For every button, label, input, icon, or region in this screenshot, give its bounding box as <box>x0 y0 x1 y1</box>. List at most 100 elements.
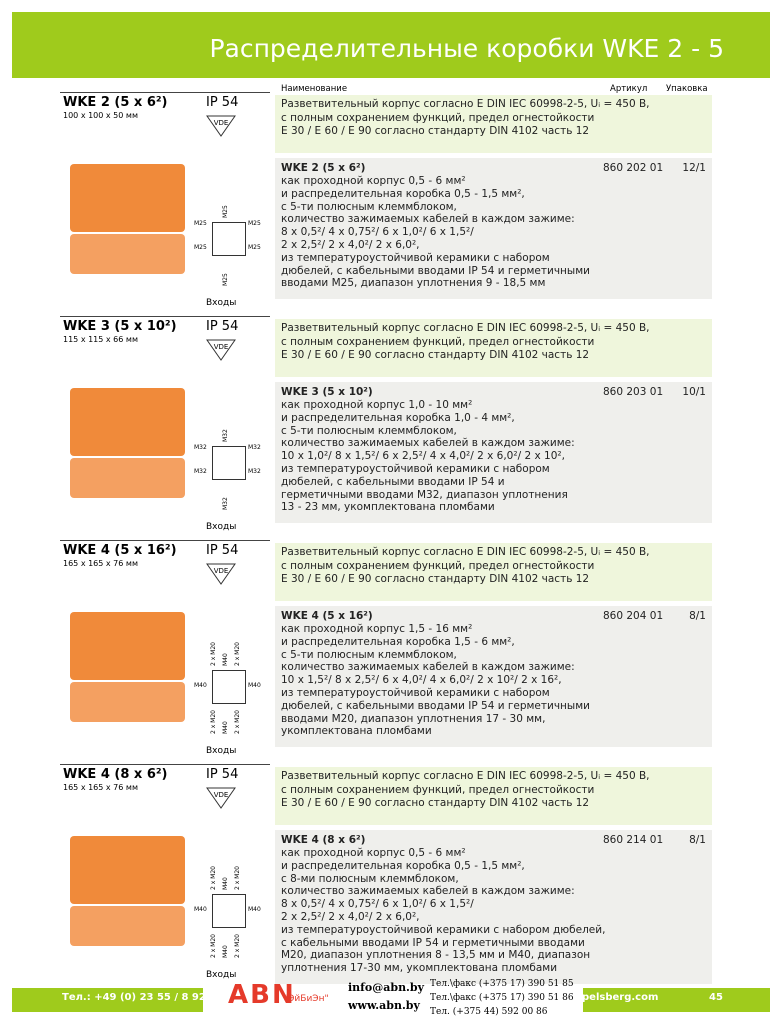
cert-logo <box>206 115 236 137</box>
diagram-label: M32 <box>222 497 229 510</box>
diagram-label: 2 x M20 <box>234 866 241 890</box>
detail-text: дюбелей, с кабельными вводами IP 54 и ге… <box>281 699 590 712</box>
detail-text: и распределительная коробка 0,5 - 1,5 мм… <box>281 859 525 872</box>
diagram-box <box>212 894 246 928</box>
detail-text: с 5-ти полюсным клеммблоком, <box>281 648 457 661</box>
general-box <box>275 319 712 377</box>
page-title: Распределительные коробки WKE 2 - 5 <box>209 34 724 63</box>
cert-logo <box>206 787 236 809</box>
detail-text: укомплектована пломбами <box>281 725 432 738</box>
diagram-label: M40 <box>194 906 207 913</box>
diagram-label: M32 <box>194 444 207 451</box>
cert-text: VDE <box>213 119 229 127</box>
ip-rating: IP 54 <box>206 95 239 110</box>
detail-text: количество зажимаемых кабелей в каждом з… <box>281 661 575 674</box>
diagram-label: M25 <box>194 244 207 251</box>
inputs-label: Входы <box>206 298 237 308</box>
diagram-label: 2 x M20 <box>210 710 217 734</box>
article: 860 204 01 <box>603 610 664 622</box>
contact: Тел.\факс (+375 17) 390 51 86 <box>430 993 574 1003</box>
detail-box <box>275 382 712 524</box>
general-text: с полным сохранением функций, предел огн… <box>281 559 595 572</box>
detail-text: 10 x 1,0²/ 8 x 1,5²/ 6 x 2,5²/ 4 x 4,0²/… <box>281 450 565 463</box>
logo: ABN <box>228 980 296 1010</box>
product-dims: 115 x 115 x 66 мм <box>63 335 138 344</box>
diagram-label: 2 x M20 <box>210 934 217 958</box>
detail-title: WKE 3 (5 x 10²) <box>281 386 373 398</box>
product-photo <box>70 682 185 722</box>
detail-text: и распределительная коробка 1,5 - 6 мм², <box>281 635 515 648</box>
column-header: Упаковка <box>666 84 708 94</box>
diagram-label: M25 <box>248 220 261 227</box>
detail-text: 8 x 0,5²/ 4 x 0,75²/ 6 x 1,0²/ 6 x 1,5²/ <box>281 226 474 239</box>
detail-text: с 5-ти полюсным клеммблоком, <box>281 424 457 437</box>
section-line <box>60 92 270 93</box>
general-text: Разветвительный корпус согласно E DIN IE… <box>281 770 650 782</box>
general-text: Разветвительный корпус согласно E DIN IE… <box>281 322 650 334</box>
diagram-label: M40 <box>222 945 229 958</box>
cert-text: VDE <box>213 343 229 351</box>
detail-text: количество зажимаемых кабелей в каждом з… <box>281 437 575 450</box>
general-text: Разветвительный корпус согласно E DIN IE… <box>281 98 650 110</box>
general-text: E 30 / E 60 / E 90 согласно стандарту DI… <box>281 797 590 809</box>
detail-title: WKE 4 (8 x 6²) <box>281 834 366 846</box>
diagram-box <box>212 446 246 480</box>
diagram-label: M25 <box>194 220 207 227</box>
detail-text: дюбелей, с кабельными вводами IP 54 и ге… <box>281 264 590 277</box>
product-photo <box>70 388 185 456</box>
section-line <box>60 316 270 317</box>
cert-text: VDE <box>213 791 229 799</box>
detail-text: как проходной корпус 1,0 - 10 мм² <box>281 399 473 411</box>
detail-text: 10 x 1,5²/ 8 x 2,5²/ 6 x 4,0²/ 4 x 6,0²/… <box>281 674 562 687</box>
detail-text: как проходной корпус 0,5 - 6 мм² <box>281 175 466 187</box>
detail-text: 13 - 23 мм, укомплектована пломбами <box>281 501 495 514</box>
product-photo <box>70 234 185 274</box>
detail-text: и распределительная коробка 1,0 - 4 мм², <box>281 411 515 424</box>
detail-text: и распределительная коробка 0,5 - 1,5 мм… <box>281 187 525 200</box>
article: 860 203 01 <box>603 386 664 398</box>
diagram-label: 2 x M20 <box>234 710 241 734</box>
detail-text: из температуроустойчивой керамики с набо… <box>281 463 550 475</box>
diagram-label: M32 <box>194 468 207 475</box>
contact: Тел. (+375 44) 592 00 86 <box>430 1007 548 1017</box>
footer-web: pelsberg.com <box>582 992 659 1003</box>
detail-text: как проходной корпус 0,5 - 6 мм² <box>281 847 466 859</box>
detail-text: из температуроустойчивой керамики с набо… <box>281 923 606 936</box>
general-text: E 30 / E 60 / E 90 согласно стандарту DI… <box>281 349 590 361</box>
contact: Тел.\факс (+375 17) 390 51 85 <box>430 979 574 989</box>
product-photo <box>70 164 185 232</box>
ip-rating: IP 54 <box>206 767 239 782</box>
ip-rating: IP 54 <box>206 319 239 334</box>
diagram-label: M40 <box>248 906 261 913</box>
product-name: WKE 3 (5 x 10²) <box>63 319 177 334</box>
general-box <box>275 95 712 153</box>
product-photo <box>70 836 185 904</box>
detail-text: уплотнения 17-30 мм, укомплектована плом… <box>281 962 558 975</box>
product-name: WKE 4 (8 x 6²) <box>63 767 168 782</box>
diagram-label: M40 <box>222 653 229 666</box>
column-header: Артикул <box>610 84 648 94</box>
detail-text: 8 x 0,5²/ 4 x 0,75²/ 6 x 1,0²/ 6 x 1,5²/ <box>281 898 474 911</box>
general-text: с полным сохранением функций, предел огн… <box>281 783 595 796</box>
detail-text: вводами M20, диапазон уплотнения 17 - 30… <box>281 712 546 725</box>
ip-rating: IP 54 <box>206 543 239 558</box>
detail-box <box>275 606 712 748</box>
detail-text: дюбелей, с кабельными вводами IP 54 и <box>281 475 505 488</box>
detail-title: WKE 2 (5 x 6²) <box>281 162 366 174</box>
diagram-label: M40 <box>194 682 207 689</box>
general-box <box>275 767 712 825</box>
product-photo <box>70 906 185 946</box>
vde-triangle <box>206 115 236 137</box>
product-photo <box>70 458 185 498</box>
header-bar <box>12 12 770 78</box>
diagram-label: 2 x M20 <box>234 934 241 958</box>
diagram-label: M25 <box>222 273 229 286</box>
footer-phone: Тел.: +49 (0) 23 55 / 8 92 <box>62 992 206 1003</box>
product-name: WKE 2 (5 x 6²) <box>63 95 168 110</box>
footer-logo-box <box>203 978 583 1024</box>
cert-logo <box>206 563 236 585</box>
cert-logo <box>206 339 236 361</box>
general-box <box>275 543 712 601</box>
pack: 10/1 <box>682 386 706 398</box>
vde-triangle <box>206 339 236 361</box>
